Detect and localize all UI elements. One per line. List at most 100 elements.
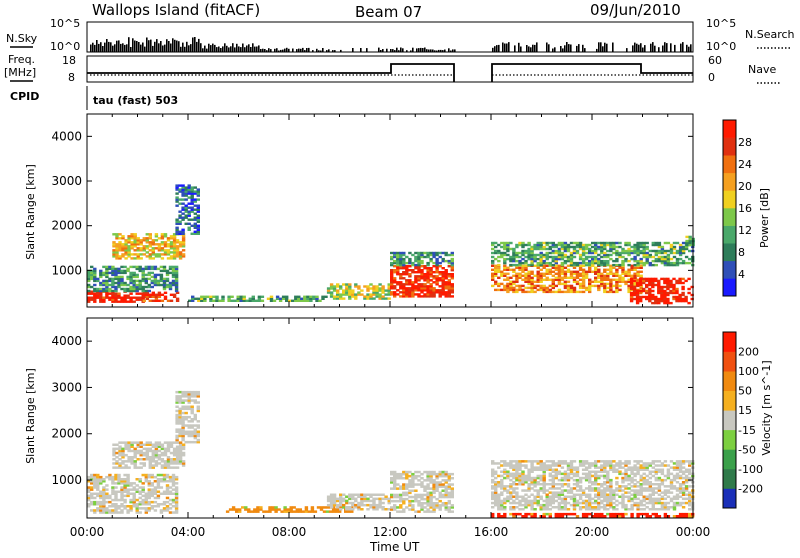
data-cell xyxy=(621,277,624,279)
data-cell xyxy=(448,506,451,509)
data-cell xyxy=(669,280,672,282)
data-cell xyxy=(552,460,555,463)
data-cell xyxy=(146,237,149,239)
nsky-bar xyxy=(534,45,536,52)
data-cell xyxy=(396,289,399,291)
data-cell xyxy=(579,283,582,285)
data-cell xyxy=(111,499,114,502)
data-cell xyxy=(336,498,339,501)
data-cell xyxy=(615,504,618,507)
data-cell xyxy=(114,503,117,506)
data-cell xyxy=(402,252,405,254)
data-cell xyxy=(423,265,426,267)
data-cell xyxy=(509,258,512,260)
nsky-bar xyxy=(552,49,554,53)
data-cell xyxy=(169,266,172,268)
data-cell xyxy=(591,487,594,490)
data-cell xyxy=(369,283,372,285)
data-cell xyxy=(126,474,129,477)
data-cell xyxy=(402,258,405,260)
data-cell xyxy=(667,485,670,488)
data-cell xyxy=(390,256,393,258)
data-cell xyxy=(146,448,149,451)
data-cell xyxy=(518,256,521,258)
data-cell xyxy=(127,466,130,469)
data-cell xyxy=(597,258,600,260)
data-cell xyxy=(215,296,218,298)
data-cell xyxy=(537,289,540,291)
nsky-bar xyxy=(120,44,122,52)
data-cell xyxy=(579,477,582,480)
data-cell xyxy=(503,265,506,267)
data-cell xyxy=(579,279,582,281)
data-cell xyxy=(515,506,518,509)
data-cell xyxy=(342,283,345,285)
data-cell xyxy=(515,502,518,505)
data-cell xyxy=(639,290,642,292)
data-cell xyxy=(366,504,369,507)
data-cell xyxy=(639,296,642,298)
data-cell xyxy=(143,458,146,461)
data-cell xyxy=(333,285,336,287)
data-cell xyxy=(540,252,543,254)
data-cell xyxy=(99,491,102,494)
data-cell xyxy=(636,489,639,492)
data-cell xyxy=(494,250,497,252)
data-cell xyxy=(114,486,117,489)
data-cell xyxy=(426,492,429,495)
data-cell xyxy=(399,510,402,513)
data-cell xyxy=(154,282,157,284)
nsky-bar xyxy=(452,49,454,52)
data-cell xyxy=(191,225,194,227)
data-cell xyxy=(439,293,442,295)
data-cell xyxy=(414,285,417,287)
data-cell xyxy=(112,462,115,465)
data-cell xyxy=(667,250,670,252)
data-cell xyxy=(494,283,497,285)
data-cell xyxy=(658,469,661,472)
data-cell xyxy=(442,267,445,269)
data-cell xyxy=(549,483,552,486)
data-cell xyxy=(546,265,549,267)
data-cell xyxy=(621,260,624,262)
data-cell xyxy=(123,505,126,508)
data-cell xyxy=(435,289,438,291)
data-cell xyxy=(429,275,432,277)
data-cell xyxy=(393,265,396,267)
data-cell xyxy=(533,460,536,463)
nsky-bar xyxy=(602,46,604,52)
data-cell xyxy=(594,506,597,509)
data-cell xyxy=(423,256,426,258)
data-cell xyxy=(600,460,603,463)
data-cell xyxy=(378,283,381,285)
data-cell xyxy=(124,460,127,463)
nsky-bar xyxy=(670,43,672,52)
data-cell xyxy=(497,462,500,465)
data-cell xyxy=(537,285,540,287)
data-cell xyxy=(570,242,573,244)
data-cell xyxy=(685,460,688,463)
data-cell xyxy=(102,272,105,274)
data-cell xyxy=(399,473,402,476)
data-cell xyxy=(90,291,93,293)
data-cell xyxy=(512,264,515,266)
data-cell xyxy=(549,479,552,482)
data-cell xyxy=(640,258,643,260)
data-cell xyxy=(591,481,594,484)
nsky-bar xyxy=(208,44,210,52)
nsky-bar xyxy=(190,44,192,52)
nsearch-tick-top: 10^5 xyxy=(706,17,736,30)
data-cell xyxy=(123,474,126,477)
data-cell xyxy=(169,486,172,489)
nsky-bar xyxy=(636,44,638,52)
data-cell xyxy=(685,469,688,472)
data-cell xyxy=(506,242,509,244)
data-cell xyxy=(527,291,530,293)
data-cell xyxy=(426,285,429,287)
data-cell xyxy=(649,262,652,264)
data-cell xyxy=(609,258,612,260)
nsky-bar xyxy=(502,43,504,53)
data-cell xyxy=(170,300,173,302)
data-cell xyxy=(182,253,185,255)
data-cell xyxy=(673,256,676,258)
